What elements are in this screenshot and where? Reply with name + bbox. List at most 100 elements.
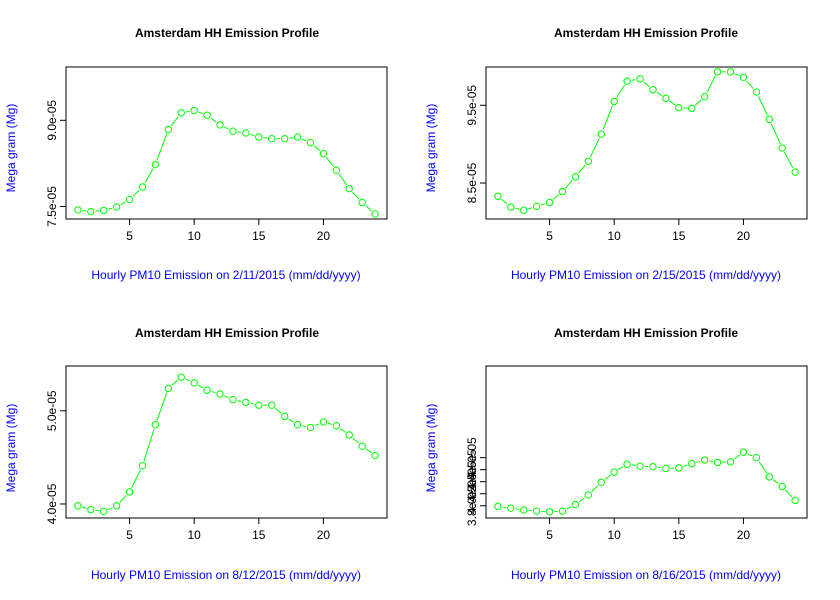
series-segment-2-2 [528, 207, 533, 210]
series-segment-2-21 [770, 123, 781, 144]
data-point-4-1 [507, 504, 515, 512]
series-segment-4-1 [515, 508, 520, 510]
series-segment-4-0 [502, 506, 507, 509]
data-point-3-11 [216, 390, 224, 398]
series-segment-3-20 [339, 428, 346, 433]
data-point-3-20 [332, 421, 341, 430]
series-segment-3-22 [365, 448, 372, 454]
x-tick-label-3-1: 10 [188, 528, 202, 542]
series-segment-4-19 [747, 453, 753, 457]
y-tick-label-4-3: 4.4e-05 [465, 449, 479, 490]
series-segment-2-4 [552, 194, 560, 200]
series-segment-1-10 [210, 117, 217, 123]
series-segment-4-9 [617, 466, 624, 471]
series-segment-1-19 [325, 157, 334, 167]
x-axis-label-3: Hourly PM10 Emission on 8/12/2015 (mm/dd… [91, 568, 361, 582]
series-segment-3-19 [327, 422, 332, 425]
series-segment-1-18 [313, 145, 321, 151]
x-tick-label-4-3: 20 [737, 528, 751, 542]
data-point-4-2 [520, 506, 528, 514]
series-segment-4-18 [733, 454, 740, 460]
series-segment-3-3 [119, 494, 127, 503]
data-point-4-23 [791, 496, 799, 505]
y-tick-label-2-0: 8.5e-05 [465, 162, 479, 203]
data-point-1-10 [203, 111, 211, 119]
series-segment-2-0 [501, 198, 508, 205]
data-point-2-10 [623, 77, 631, 85]
data-point-1-23 [371, 210, 379, 218]
y-tick-label-1-0: 7.5e-05 [45, 186, 59, 227]
series-segment-4-14 [683, 464, 688, 467]
data-point-4-22 [778, 482, 786, 491]
series-segment-4-7 [591, 485, 599, 493]
data-point-2-14 [675, 103, 683, 112]
series-segment-1-8 [185, 110, 190, 113]
series-segment-2-7 [589, 138, 600, 158]
x-tick-label-2-2: 15 [672, 229, 686, 243]
data-point-1-13 [242, 129, 250, 137]
chart-title-1: Amsterdam HH Emission Profile [135, 26, 319, 40]
x-tick-label-1-2: 15 [252, 229, 266, 243]
series-segment-4-16 [709, 460, 714, 463]
data-point-3-1 [87, 505, 95, 514]
data-point-3-6 [151, 421, 160, 429]
series-segment-4-6 [578, 497, 585, 503]
series-segment-3-6 [156, 392, 168, 421]
data-point-1-9 [190, 106, 198, 115]
y-tick-label-4-4: 4.6e-05 [465, 437, 479, 478]
chart-title-2: Amsterdam HH Emission Profile [554, 26, 738, 40]
series-segment-2-1 [515, 207, 520, 210]
data-point-3-12 [229, 395, 237, 404]
series-segment-1-5 [144, 168, 154, 184]
series-segment-1-9 [198, 111, 203, 115]
data-point-1-22 [358, 198, 366, 207]
series-segment-3-17 [302, 425, 307, 428]
data-point-3-5 [138, 462, 147, 470]
data-point-3-23 [371, 451, 379, 460]
x-axis-3: 5 10 15 20 [126, 517, 330, 542]
data-point-4-20 [752, 453, 761, 462]
series-segment-3-11 [224, 395, 229, 399]
y-tick-label-3-0: 4.0e-05 [45, 483, 59, 524]
data-point-4-10 [623, 460, 631, 468]
series-segment-2-5 [565, 180, 573, 189]
data-point-2-19 [739, 73, 748, 81]
series-segment-3-2 [107, 507, 113, 511]
series-segment-4-8 [604, 474, 611, 480]
y-axis-label-2: Mega gram (Mg) [424, 104, 438, 193]
data-point-4-6 [571, 500, 580, 509]
data-point-1-5 [138, 183, 147, 191]
chart-panel-1: Amsterdam HH Emission Profile 5 10 15 20 7.… [4, 26, 388, 282]
data-point-3-15 [268, 401, 276, 409]
series-segment-3-4 [131, 469, 141, 488]
series-segment-3-10 [211, 391, 216, 394]
data-point-2-17 [713, 68, 722, 76]
data-point-1-18 [306, 139, 315, 147]
series-segment-2-20 [757, 96, 768, 116]
data-point-4-19 [739, 448, 748, 456]
data-point-4-0 [494, 502, 502, 511]
data-point-4-3 [532, 507, 541, 515]
series-segment-1-2 [108, 207, 113, 210]
data-point-2-7 [584, 157, 593, 165]
x-axis-label-1: Hourly PM10 Emission on 2/11/2015 (mm/dd… [91, 268, 360, 282]
series-segment-2-6 [578, 164, 586, 174]
data-point-2-21 [765, 115, 773, 123]
x-tick-label-2-0: 5 [546, 229, 553, 243]
series-segment-3-12 [237, 400, 242, 402]
y-tick-label-3-1: 5.0e-05 [45, 390, 59, 431]
data-point-4-9 [610, 468, 618, 476]
data-point-2-22 [778, 144, 786, 152]
x-tick-label-4-1: 10 [608, 528, 622, 542]
data-point-2-20 [752, 88, 761, 96]
series-segment-2-9 [616, 84, 626, 98]
series-segment-2-3 [541, 203, 546, 206]
data-point-4-5 [558, 507, 567, 515]
series-segment-3-16 [288, 418, 294, 423]
data-point-2-2 [520, 206, 528, 214]
data-point-3-0 [74, 502, 82, 510]
series-segment-3-8 [185, 378, 191, 382]
series-2 [494, 68, 799, 214]
data-point-1-7 [164, 125, 173, 134]
